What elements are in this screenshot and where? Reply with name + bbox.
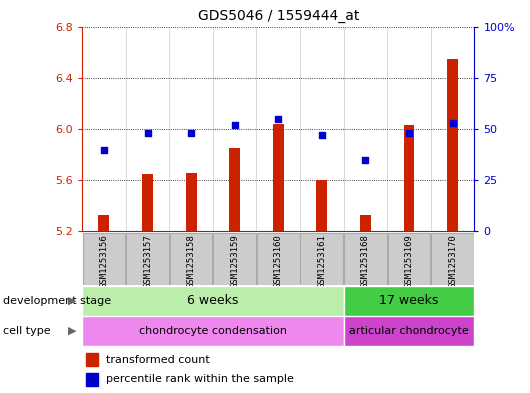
Point — [274, 116, 282, 122]
Bar — [447, 59, 458, 231]
Point — [405, 130, 413, 136]
Bar — [82, 316, 343, 346]
Title: GDS5046 / 1559444_at: GDS5046 / 1559444_at — [198, 9, 359, 23]
Bar — [343, 286, 474, 316]
Text: GSM1253156: GSM1253156 — [100, 234, 109, 288]
Text: cell type: cell type — [3, 326, 50, 336]
Bar — [403, 125, 414, 231]
Point — [100, 147, 108, 153]
Text: 17 weeks: 17 weeks — [379, 294, 439, 307]
Point — [448, 120, 457, 126]
Bar — [142, 174, 153, 231]
FancyBboxPatch shape — [431, 233, 474, 285]
FancyBboxPatch shape — [344, 233, 387, 285]
Bar — [343, 316, 474, 346]
Point — [143, 130, 152, 136]
FancyBboxPatch shape — [170, 233, 213, 285]
Text: ▶: ▶ — [68, 296, 77, 306]
Text: percentile rank within the sample: percentile rank within the sample — [105, 374, 294, 384]
Text: GSM1253160: GSM1253160 — [274, 234, 282, 288]
Text: GSM1253170: GSM1253170 — [448, 234, 457, 288]
Text: GSM1253158: GSM1253158 — [187, 234, 196, 288]
Bar — [186, 173, 197, 231]
Text: articular chondrocyte: articular chondrocyte — [349, 326, 469, 336]
Bar — [273, 124, 284, 231]
FancyBboxPatch shape — [213, 233, 256, 285]
FancyBboxPatch shape — [387, 233, 430, 285]
Bar — [316, 180, 328, 231]
Text: GSM1253159: GSM1253159 — [230, 234, 239, 288]
Text: GSM1253161: GSM1253161 — [317, 234, 326, 288]
Text: GSM1253157: GSM1253157 — [143, 234, 152, 288]
Text: chondrocyte condensation: chondrocyte condensation — [139, 326, 287, 336]
Text: GSM1253168: GSM1253168 — [361, 234, 370, 288]
FancyBboxPatch shape — [301, 233, 343, 285]
Bar — [86, 353, 98, 366]
Text: transformed count: transformed count — [105, 355, 209, 365]
Point — [187, 130, 196, 136]
Text: GSM1253169: GSM1253169 — [404, 234, 413, 288]
Point — [361, 157, 369, 163]
Bar — [82, 286, 343, 316]
FancyBboxPatch shape — [83, 233, 125, 285]
Point — [231, 122, 239, 129]
Text: development stage: development stage — [3, 296, 111, 306]
Bar — [99, 215, 109, 231]
Text: 6 weeks: 6 weeks — [187, 294, 239, 307]
Text: ▶: ▶ — [68, 326, 77, 336]
Bar — [360, 215, 371, 231]
Bar — [229, 149, 240, 231]
FancyBboxPatch shape — [126, 233, 169, 285]
Bar — [86, 373, 98, 386]
Point — [317, 132, 326, 139]
FancyBboxPatch shape — [257, 233, 299, 285]
